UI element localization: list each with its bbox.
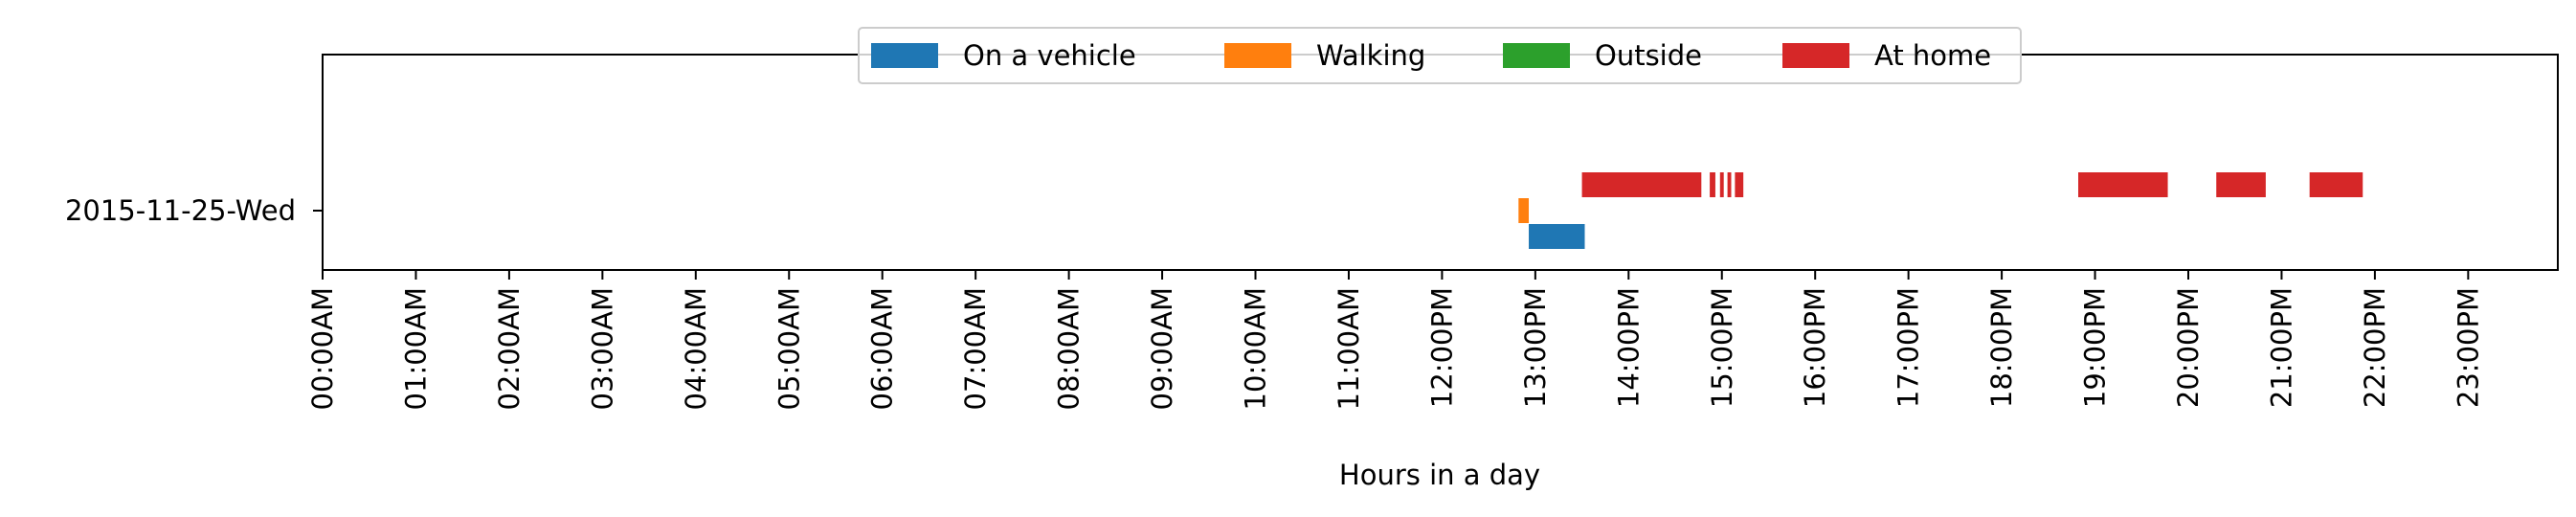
bar-at-home-6 bbox=[2216, 172, 2266, 197]
marks-layer bbox=[1518, 172, 2363, 249]
bar-at-home-4 bbox=[1735, 172, 1744, 197]
x-tick-label: 19:00PM bbox=[2079, 287, 2112, 408]
bar-at-home-0 bbox=[1581, 172, 1702, 197]
x-tick-label: 15:00PM bbox=[1706, 287, 1738, 408]
legend-label-at-home: At home bbox=[1874, 39, 1991, 72]
x-tick-label: 13:00PM bbox=[1519, 287, 1552, 408]
legend-swatch-on-a-vehicle bbox=[871, 43, 938, 68]
x-tick-label: 21:00PM bbox=[2265, 287, 2297, 408]
x-tick-label: 05:00AM bbox=[773, 287, 805, 410]
x-tick-label: 22:00PM bbox=[2359, 287, 2391, 408]
x-tick-label: 06:00AM bbox=[866, 287, 899, 410]
bar-walking-0 bbox=[1518, 198, 1530, 223]
bar-at-home-5 bbox=[2078, 172, 2168, 197]
legend-swatch-at-home bbox=[1782, 43, 1849, 68]
x-tick-label: 11:00AM bbox=[1333, 287, 1365, 410]
x-tick-label: 02:00AM bbox=[493, 287, 526, 410]
plot-area bbox=[323, 55, 2558, 270]
y-axis: 2015-11-25-Wed bbox=[65, 194, 323, 227]
x-tick-label: 08:00AM bbox=[1053, 287, 1086, 410]
bar-at-home-2 bbox=[1719, 172, 1724, 197]
x-tick-label: 10:00AM bbox=[1240, 287, 1272, 410]
x-tick-label: 18:00PM bbox=[1985, 287, 2018, 408]
x-tick-label: 01:00AM bbox=[399, 287, 432, 410]
legend-swatch-outside bbox=[1503, 43, 1570, 68]
y-tick-label: 2015-11-25-Wed bbox=[65, 194, 296, 227]
x-tick-label: 23:00PM bbox=[2452, 287, 2484, 408]
x-tick-label: 07:00AM bbox=[959, 287, 992, 410]
x-tick-label: 04:00AM bbox=[680, 287, 712, 410]
x-tick-label: 20:00PM bbox=[2172, 287, 2205, 408]
bar-at-home-7 bbox=[2309, 172, 2363, 197]
legend-box bbox=[858, 27, 2022, 84]
x-tick-label: 00:00AM bbox=[306, 287, 339, 410]
x-tick-label: 16:00PM bbox=[1799, 287, 1831, 408]
legend-swatch-walking bbox=[1224, 43, 1291, 68]
legend-label-on-a-vehicle: On a vehicle bbox=[963, 39, 1136, 72]
bar-at-home-3 bbox=[1727, 172, 1732, 197]
x-axis-label: Hours in a day bbox=[1339, 459, 1540, 491]
bar-at-home-1 bbox=[1710, 172, 1715, 197]
x-axis: 00:00AM 01:00AM 02:00AM 03:00AM 04:00AM 05:00… bbox=[306, 270, 2484, 410]
legend-label-walking: Walking bbox=[1316, 39, 1425, 72]
x-tick-label: 12:00PM bbox=[1425, 287, 1458, 408]
legend: On a vehicle Walking Outside At home bbox=[858, 27, 2022, 84]
x-tick-label: 09:00AM bbox=[1146, 287, 1178, 410]
x-tick-label: 03:00AM bbox=[586, 287, 618, 410]
legend-label-outside: Outside bbox=[1595, 39, 1702, 72]
x-tick-label: 14:00PM bbox=[1612, 287, 1645, 408]
x-tick-label: 17:00PM bbox=[1893, 287, 1925, 408]
bar-on-a-vehicle-0 bbox=[1529, 224, 1585, 249]
